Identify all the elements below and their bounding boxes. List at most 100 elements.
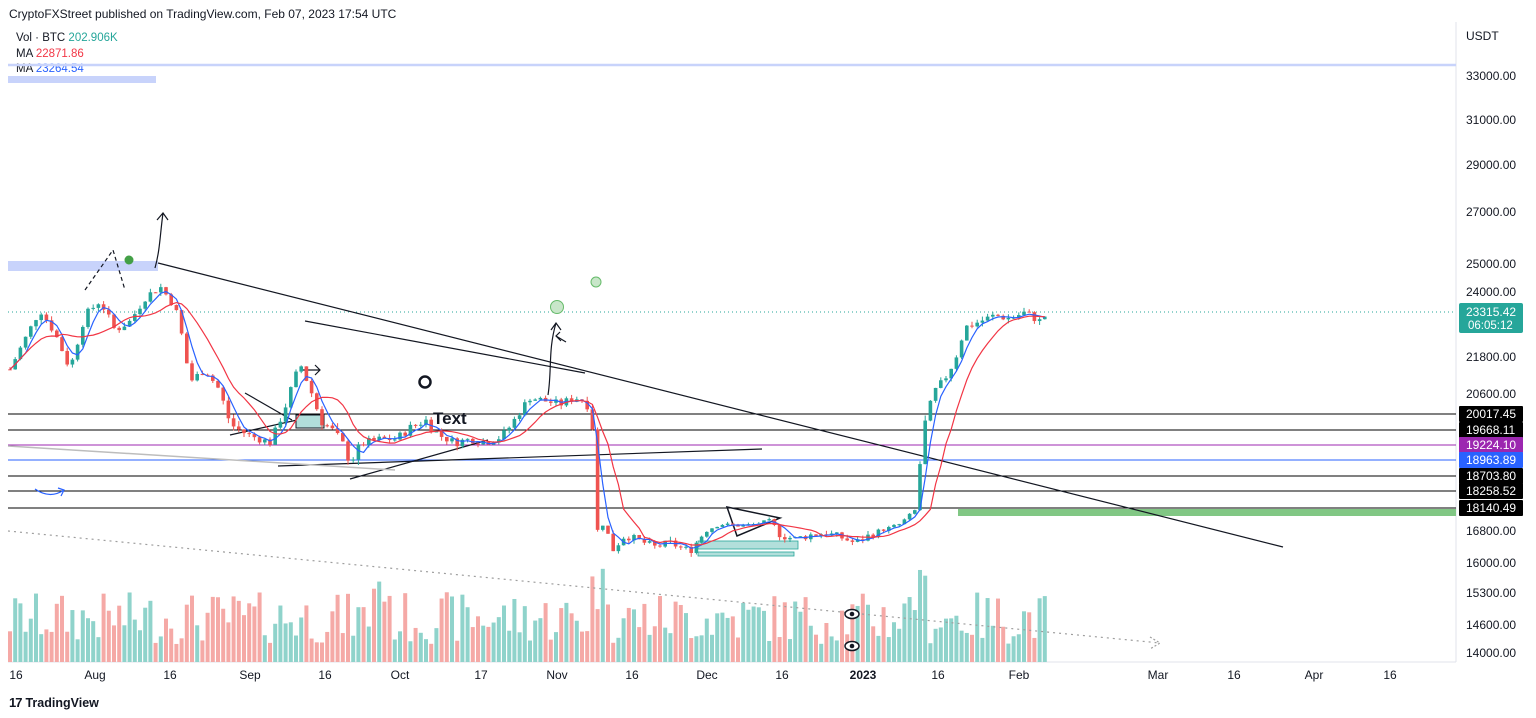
candle[interactable]: [965, 325, 969, 341]
candle[interactable]: [970, 321, 974, 329]
candle[interactable]: [528, 398, 532, 406]
candle[interactable]: [294, 369, 298, 388]
candle[interactable]: [231, 414, 236, 431]
candle[interactable]: [247, 431, 251, 438]
trendline-main[interactable]: [157, 262, 1284, 548]
candle[interactable]: [8, 367, 12, 371]
candle[interactable]: [289, 386, 293, 409]
candle[interactable]: [497, 436, 501, 445]
candle[interactable]: [538, 396, 543, 400]
candle[interactable]: [190, 360, 194, 382]
candle[interactable]: [346, 438, 350, 465]
arrow-up-aug[interactable]: [154, 212, 169, 269]
candle[interactable]: [507, 426, 511, 434]
candle[interactable]: [283, 403, 288, 426]
candle[interactable]: [211, 374, 215, 384]
candle[interactable]: [606, 525, 610, 534]
candle[interactable]: [725, 521, 730, 526]
candle[interactable]: [679, 545, 683, 551]
candle[interactable]: [502, 426, 506, 441]
highlight-rect-top[interactable]: [8, 76, 156, 83]
candle[interactable]: [143, 301, 147, 312]
candle[interactable]: [96, 303, 101, 311]
candle[interactable]: [34, 319, 38, 331]
candle[interactable]: [954, 355, 959, 372]
candle[interactable]: [372, 435, 376, 441]
candle[interactable]: [23, 336, 28, 350]
candle[interactable]: [242, 429, 246, 437]
trendline-rising[interactable]: [349, 439, 489, 480]
candle[interactable]: [29, 325, 33, 340]
candle[interactable]: [117, 326, 121, 333]
trendline-flat[interactable]: [277, 448, 763, 467]
tradingview-logo[interactable]: 17 TradingView: [9, 695, 99, 710]
candle[interactable]: [549, 398, 553, 407]
candle[interactable]: [601, 525, 605, 532]
candle[interactable]: [127, 319, 132, 327]
candle[interactable]: [512, 416, 517, 431]
candle[interactable]: [325, 423, 329, 428]
box-annotation-dec[interactable]: [697, 540, 799, 550]
eye-icon[interactable]: [844, 608, 860, 620]
candle[interactable]: [226, 396, 231, 424]
candle[interactable]: [315, 392, 319, 411]
candle[interactable]: [1027, 309, 1031, 313]
candle[interactable]: [788, 535, 792, 543]
trendline-grey[interactable]: [7, 445, 396, 471]
dashed-pattern[interactable]: [84, 248, 126, 291]
candle[interactable]: [185, 331, 189, 364]
candle[interactable]: [767, 517, 771, 521]
candle[interactable]: [320, 406, 324, 430]
candle[interactable]: [980, 316, 985, 327]
legend-volume[interactable]: Vol · BTC 202.906K: [16, 31, 118, 47]
trendline-upper[interactable]: [304, 320, 586, 374]
candle[interactable]: [720, 524, 725, 528]
candle[interactable]: [445, 436, 449, 445]
candle[interactable]: [174, 304, 179, 311]
candle[interactable]: [569, 394, 574, 405]
ma-fast-line[interactable]: [9, 290, 1045, 549]
candle[interactable]: [107, 306, 111, 318]
arrow-blue-curve[interactable]: [34, 487, 65, 497]
circle-marker-green[interactable]: [550, 300, 564, 314]
supply-zone-rect[interactable]: [8, 261, 158, 271]
candle[interactable]: [933, 387, 938, 403]
candle[interactable]: [616, 543, 621, 554]
candle[interactable]: [658, 544, 662, 548]
candle[interactable]: [1037, 317, 1042, 325]
legend-ma-slow[interactable]: MA 22871.86: [16, 47, 118, 63]
candle[interactable]: [939, 377, 943, 389]
candle[interactable]: [627, 536, 631, 544]
circle-marker-green-small[interactable]: [590, 276, 602, 288]
candle[interactable]: [975, 319, 979, 328]
candle[interactable]: [49, 316, 54, 333]
candle[interactable]: [632, 533, 636, 544]
candle[interactable]: [913, 509, 917, 515]
candle[interactable]: [481, 438, 485, 445]
candle[interactable]: [699, 535, 704, 544]
candle[interactable]: [554, 396, 558, 407]
arrow-up-nov[interactable]: [547, 321, 562, 396]
candle[interactable]: [689, 543, 693, 557]
candle[interactable]: [959, 339, 964, 359]
candle[interactable]: [309, 378, 314, 398]
demand-zone-rect[interactable]: [958, 509, 1456, 516]
candle[interactable]: [923, 415, 927, 465]
arrow-small-nov[interactable]: [555, 331, 567, 343]
eye-icon[interactable]: [844, 640, 860, 652]
candle[interactable]: [205, 373, 210, 376]
dotted-projection-line[interactable]: [7, 530, 1161, 644]
candle[interactable]: [996, 313, 1000, 317]
candle[interactable]: [195, 371, 199, 382]
candle[interactable]: [237, 421, 241, 433]
candle[interactable]: [918, 461, 922, 512]
box-annotation[interactable]: [295, 414, 325, 429]
candle[interactable]: [148, 288, 153, 303]
candle[interactable]: [398, 431, 402, 441]
candle[interactable]: [75, 343, 80, 362]
dot-marker-green[interactable]: [124, 255, 134, 265]
box-annotation-dec-2[interactable]: [697, 551, 795, 557]
candle[interactable]: [361, 442, 366, 447]
candle[interactable]: [216, 379, 220, 389]
